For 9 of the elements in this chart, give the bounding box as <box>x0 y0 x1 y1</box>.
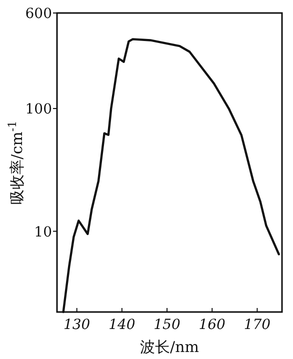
y-tick-label: 100 <box>25 102 52 118</box>
x-tick-label: 140 <box>108 317 136 333</box>
x-axis-title: 波长/nm <box>140 338 199 356</box>
x-tick-label: 160 <box>198 317 226 333</box>
x-tick-label: 130 <box>63 317 90 333</box>
x-tick-label: 150 <box>154 317 180 333</box>
y-tick-label: 600 <box>25 6 52 22</box>
y-tick-label: 10 <box>34 224 52 240</box>
x-tick-label: 170 <box>244 317 271 333</box>
